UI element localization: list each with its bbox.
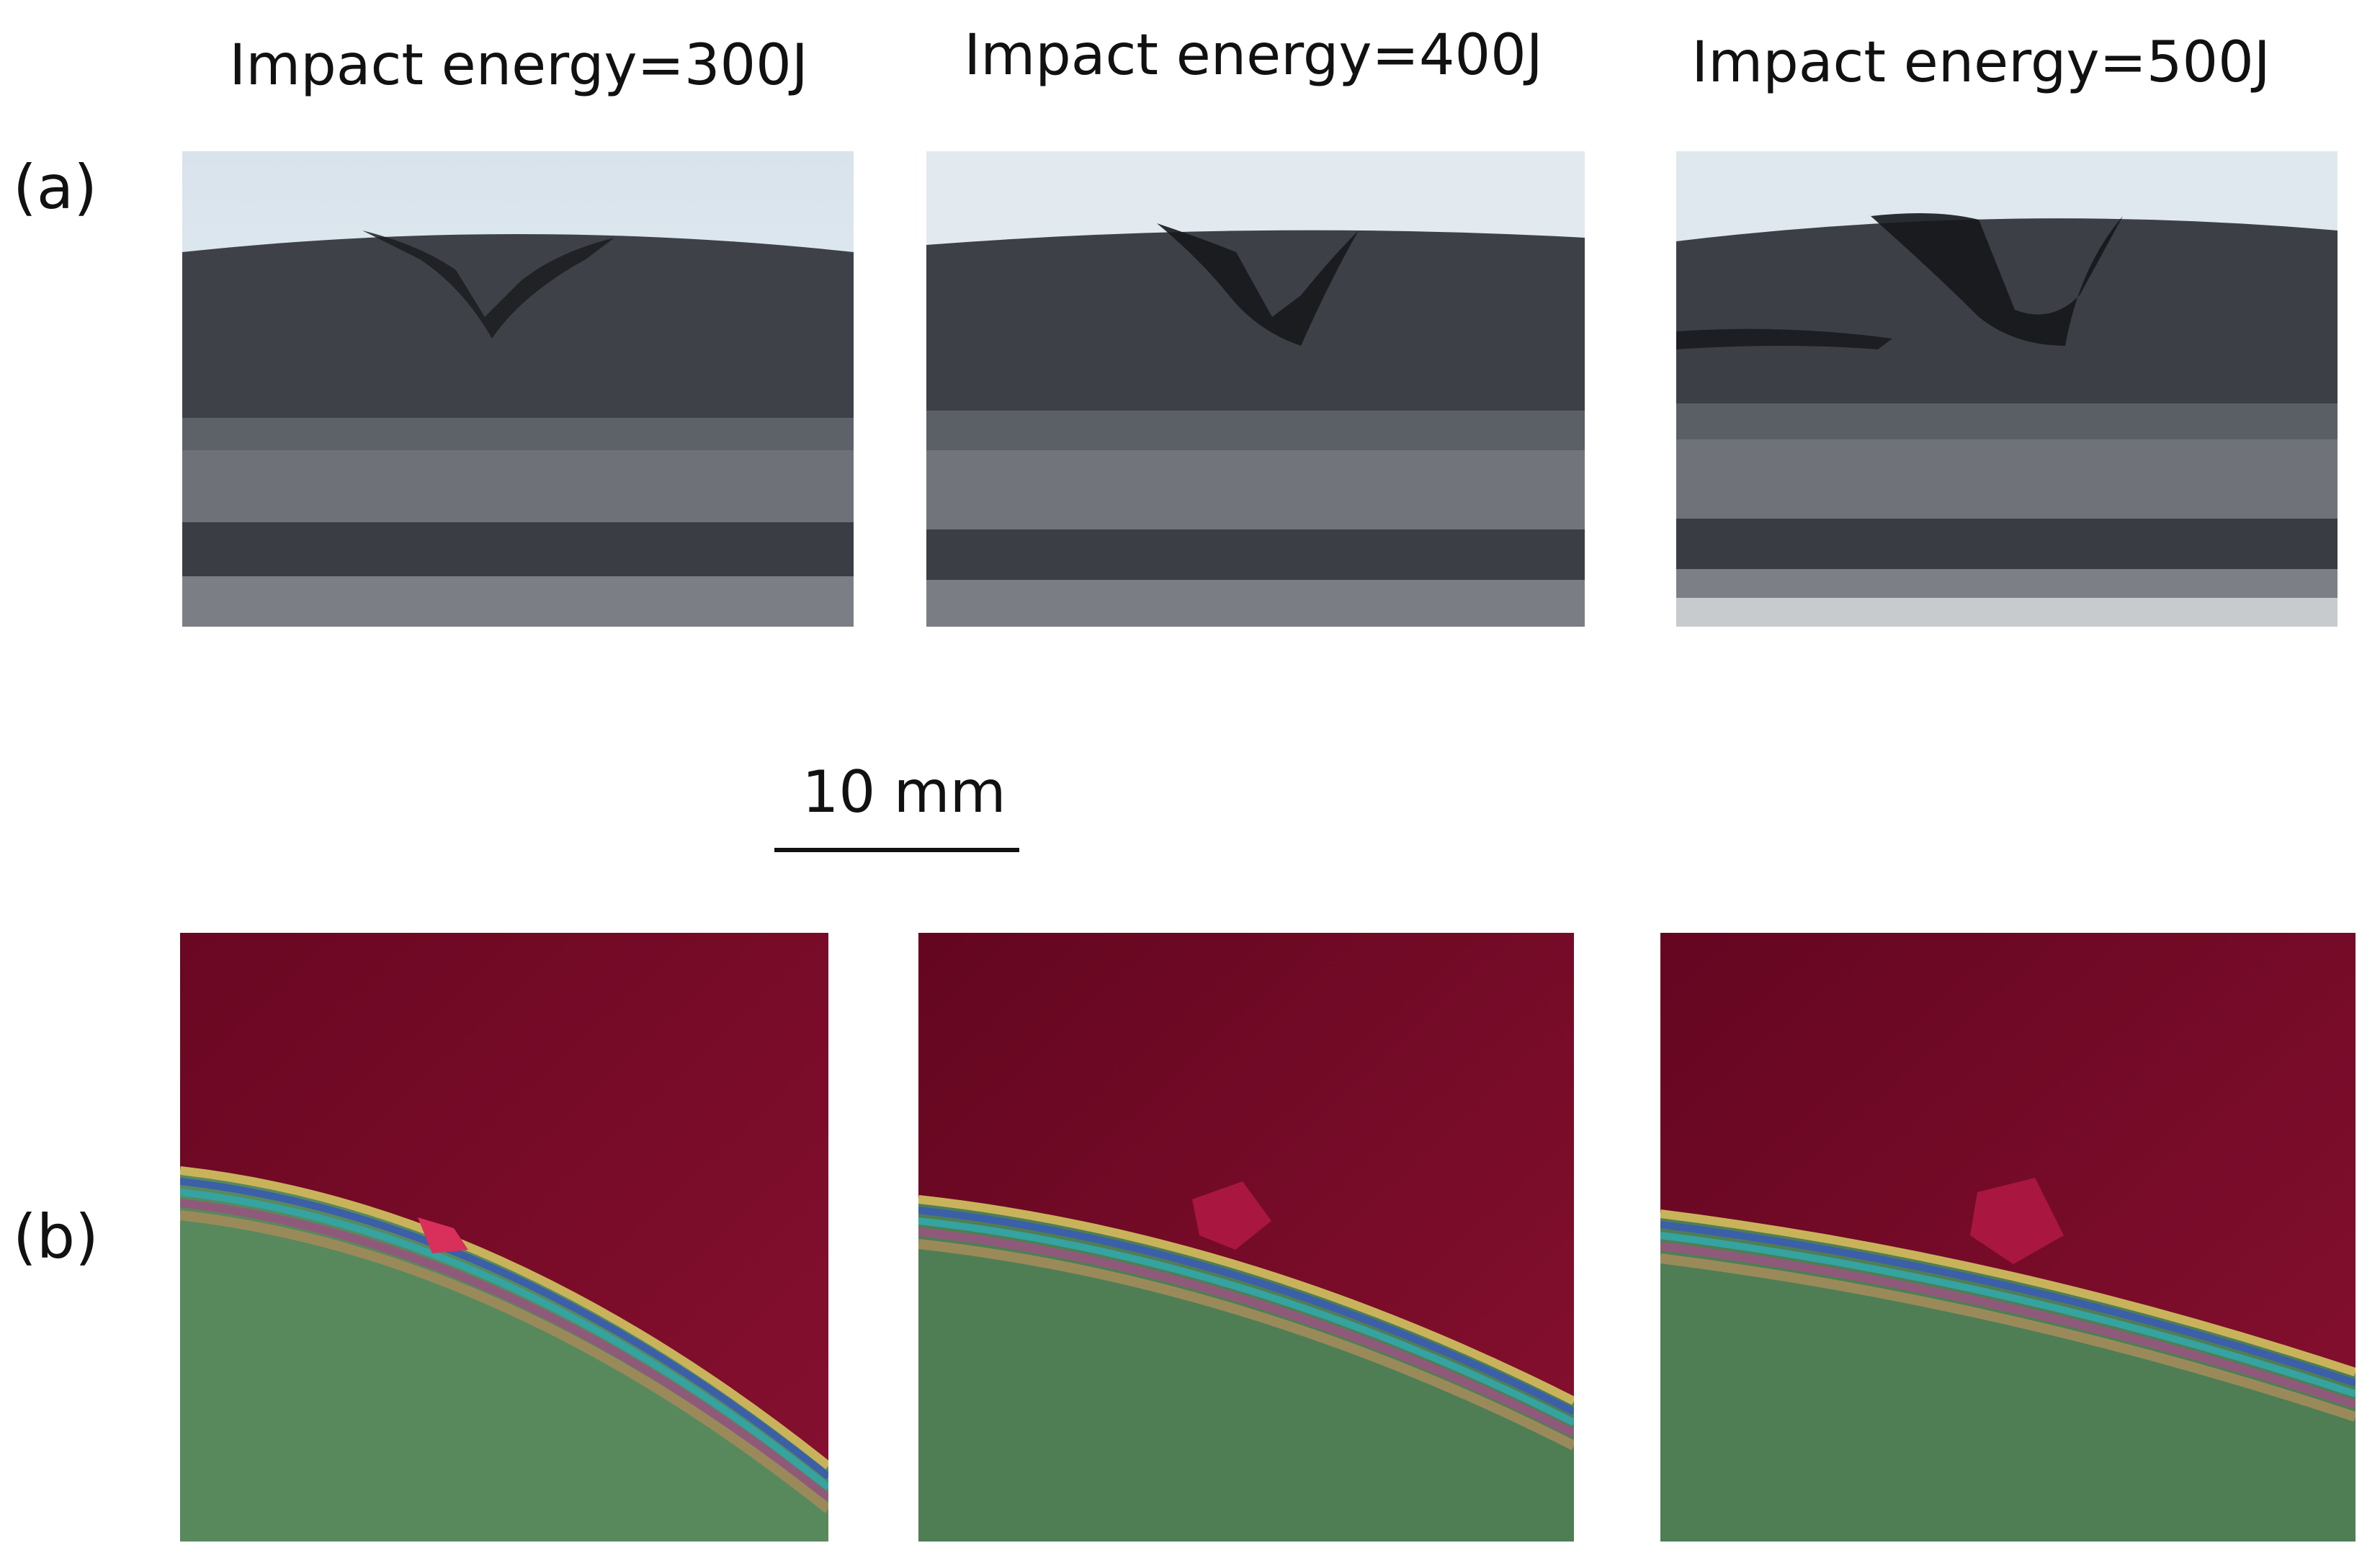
simulation-render-500j xyxy=(1660,933,2356,1542)
simulation-render-400j xyxy=(918,933,1574,1542)
column-title-300j: Impact energy=300J xyxy=(229,33,808,98)
row-label-a: (a) xyxy=(13,152,98,223)
experiment-photo-500j xyxy=(1676,151,2338,627)
scale-bar xyxy=(774,848,1019,852)
column-title-500j: Impact energy=500J xyxy=(1691,30,2271,95)
column-title-400j: Impact energy=400J xyxy=(964,23,1543,88)
experiment-photo-400j xyxy=(926,151,1585,627)
simulation-render-300j xyxy=(180,933,828,1542)
experiment-photo-300j xyxy=(182,151,854,627)
scale-bar-label: 10 mm xyxy=(802,759,1006,825)
row-label-b: (b) xyxy=(13,1202,99,1272)
